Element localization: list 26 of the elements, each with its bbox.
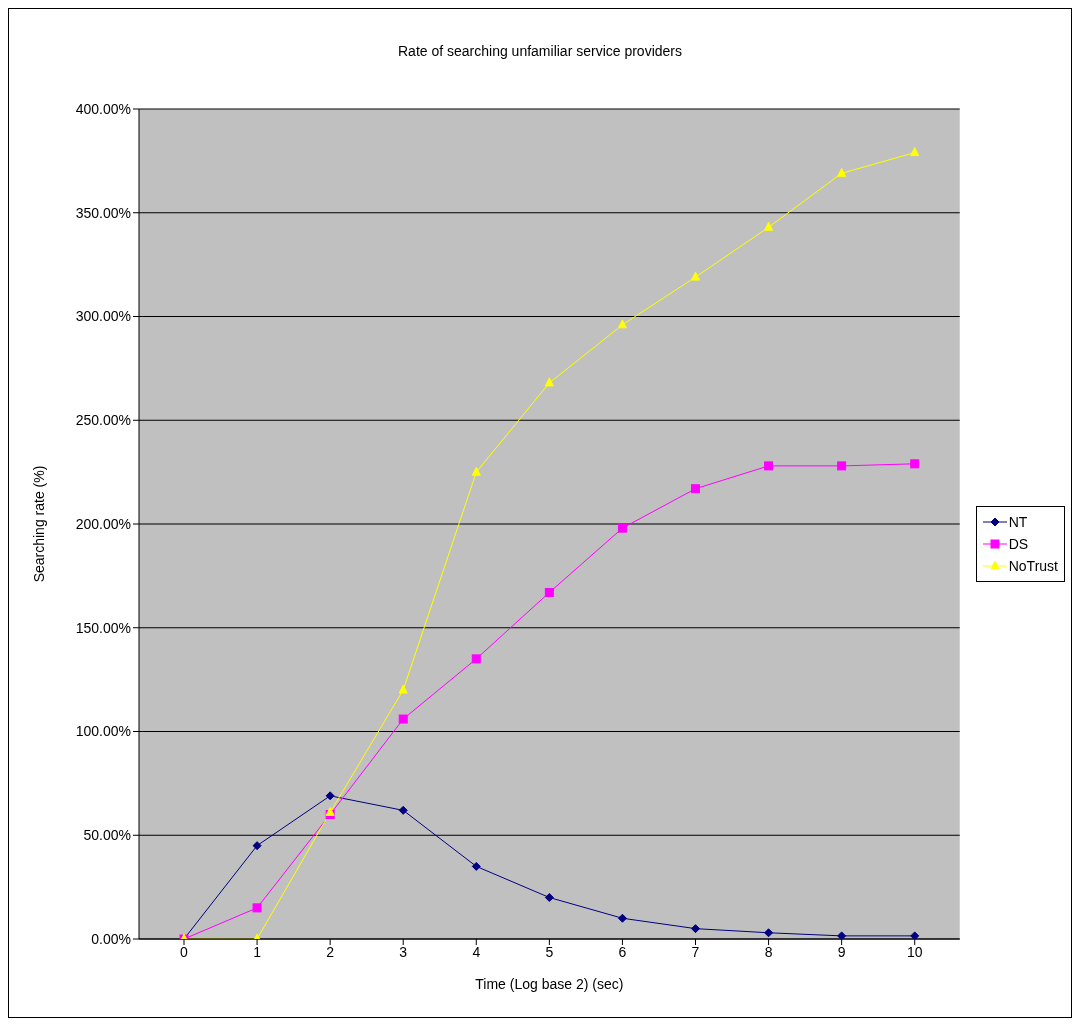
x-tick-label: 4 (472, 943, 481, 960)
legend-label: NoTrust (1008, 558, 1058, 574)
y-tick-label: 400.00% (75, 100, 131, 117)
x-tick-label: 0 (180, 943, 189, 960)
x-tick-label: 1 (253, 943, 262, 960)
x-tick-label: 5 (545, 943, 554, 960)
x-axis-title: Time (Log base 2) (sec) (475, 976, 624, 992)
x-tick-label: 2 (326, 943, 335, 960)
y-tick-label: 50.00% (83, 827, 131, 844)
y-tick-label: 150.00% (75, 619, 131, 636)
x-tick-label: 9 (837, 943, 846, 960)
chart-title: Rate of searching unfamiliar service providers (397, 42, 683, 61)
y-tick-label: 0.00% (91, 930, 131, 947)
x-tick-label: 10 (906, 943, 923, 960)
y-tick-label: 250.00% (75, 412, 131, 429)
x-tick-label: 3 (399, 943, 408, 960)
legend-label: NT (1008, 514, 1028, 530)
y-axis-title: Searching rate (%) (30, 465, 47, 583)
y-tick-label: 100.00% (75, 723, 131, 740)
y-tick-label: 300.00% (75, 308, 131, 325)
legend-label: DS (1008, 536, 1029, 552)
y-tick-label: 350.00% (75, 204, 131, 221)
x-tick-label: 8 (764, 943, 773, 960)
y-tick-label: 200.00% (75, 515, 131, 532)
x-tick-label: 6 (618, 943, 627, 960)
x-tick-label: 7 (691, 943, 700, 960)
